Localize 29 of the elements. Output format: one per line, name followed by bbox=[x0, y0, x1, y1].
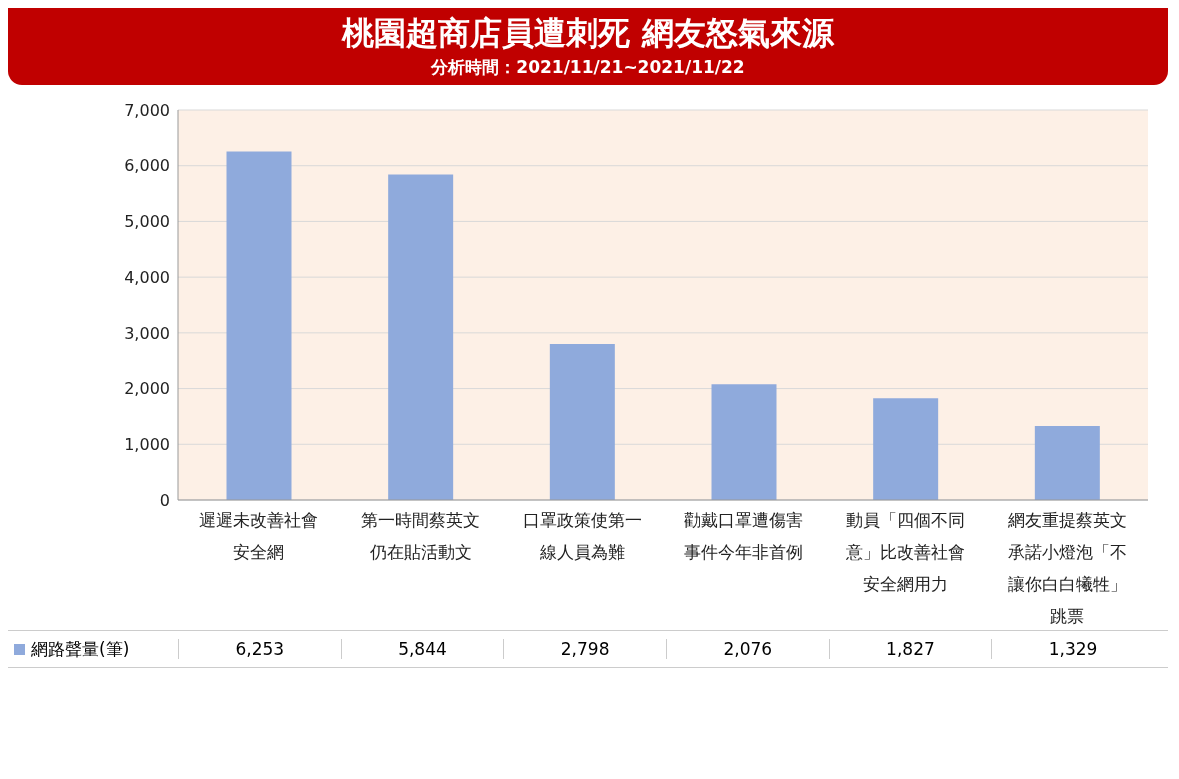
y-tick-label: 6,000 bbox=[124, 156, 170, 176]
y-tick-label: 3,000 bbox=[124, 323, 170, 343]
data-label: 1,329 bbox=[991, 639, 1154, 659]
chart-subtitle: 分析時間：2021/11/21~2021/11/22 bbox=[430, 56, 746, 79]
bar bbox=[711, 384, 777, 500]
x-tick-label: 第一時間蔡英文仍在貼活動文 bbox=[361, 510, 480, 562]
x-tick-label: 動員「四個不同意」比改善社會安全網用力 bbox=[845, 510, 965, 594]
y-tick-label: 0 bbox=[159, 490, 170, 510]
bar bbox=[1034, 425, 1100, 500]
x-tick-label: 網友重提蔡英文承諾小燈泡「不讓你白白犧牲」跳票 bbox=[1006, 510, 1127, 626]
legend-label: 網路聲量(筆) bbox=[31, 637, 130, 661]
y-tick-label: 2,000 bbox=[124, 379, 170, 399]
data-label: 2,076 bbox=[665, 639, 829, 659]
x-tick-label: 遲遲未改善社會安全網 bbox=[199, 510, 319, 562]
bar bbox=[226, 151, 292, 500]
data-label: 5,844 bbox=[340, 639, 504, 659]
chart-title: 桃園超商店員遭刺死 網友怒氣來源 bbox=[340, 13, 835, 54]
x-tick-label: 勸戴口罩遭傷害事件今年非首例 bbox=[684, 510, 804, 562]
data-label: 6,253 bbox=[178, 639, 341, 659]
x-tick-label: 口罩政策使第一線人員為難 bbox=[522, 510, 642, 562]
data-label: 2,798 bbox=[503, 639, 666, 659]
bar bbox=[549, 344, 615, 500]
y-tick-label: 7,000 bbox=[124, 100, 170, 120]
y-tick-label: 1,000 bbox=[124, 434, 170, 454]
y-tick-label: 4,000 bbox=[124, 267, 170, 287]
bar bbox=[873, 398, 939, 500]
data-label: 1,827 bbox=[828, 639, 992, 659]
y-tick-label: 5,000 bbox=[124, 212, 170, 232]
bar bbox=[388, 174, 454, 500]
